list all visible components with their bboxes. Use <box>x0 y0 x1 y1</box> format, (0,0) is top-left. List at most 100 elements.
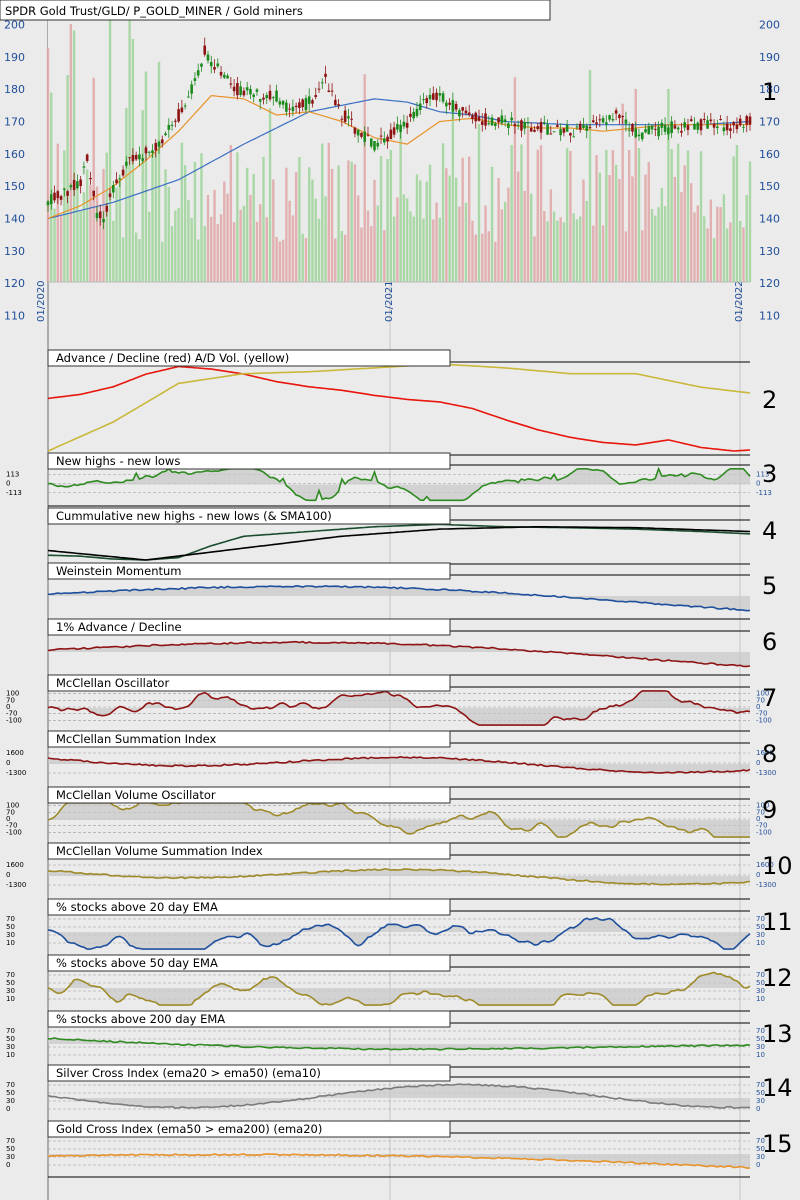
volume-bar <box>180 142 184 282</box>
panel-ytick-left: 30 <box>6 1153 15 1161</box>
volume-bar <box>219 214 223 282</box>
panel-title-box <box>47 1064 451 1082</box>
panel-ytick-right: 30 <box>756 1043 765 1051</box>
candle-body <box>307 96 311 104</box>
panel-ytick-right: 30 <box>756 1097 765 1105</box>
panel-title-box <box>47 618 451 636</box>
candle-body <box>722 127 726 132</box>
volume-bar <box>291 215 295 282</box>
panel-ytick-right: 10 <box>756 995 765 1003</box>
candle-body <box>285 102 288 112</box>
candle-body <box>271 97 275 99</box>
panel-ytick-left: 10 <box>6 1051 15 1059</box>
panel-number: 14 <box>762 1074 793 1102</box>
candle-body <box>147 151 151 153</box>
candle-body <box>725 123 729 131</box>
candle-body <box>654 128 657 130</box>
volume-bar <box>686 150 690 282</box>
candle-body <box>89 177 92 180</box>
volume-bar <box>458 206 461 282</box>
candle-body <box>454 103 458 110</box>
candle-body <box>187 96 190 98</box>
candle-body <box>314 95 318 98</box>
volume-bar <box>138 238 141 282</box>
candle-body <box>516 124 520 126</box>
panel-ytick-left: -1300 <box>6 769 26 777</box>
candle-body <box>699 119 703 131</box>
volume-bar <box>631 176 634 282</box>
candle-body <box>650 125 654 130</box>
candle-body <box>608 115 611 120</box>
volume-bar <box>245 167 249 282</box>
volume-bar <box>412 216 415 282</box>
volume-bar <box>59 215 63 282</box>
candle-body <box>193 78 197 81</box>
candle-body <box>46 201 50 206</box>
candle-body <box>115 179 118 184</box>
panel-title-box <box>47 1010 451 1028</box>
volume-bar <box>536 149 539 282</box>
volume-bar <box>141 110 144 282</box>
candle-body <box>448 102 451 105</box>
series-line <box>47 1083 751 1109</box>
candle-body <box>340 118 344 120</box>
volume-bar <box>539 145 543 282</box>
volume-bar <box>389 149 393 282</box>
candle-body <box>673 125 677 129</box>
volume-bar <box>445 168 448 282</box>
panel-ytick-right: -1300 <box>756 769 776 777</box>
volume-bar <box>115 187 118 282</box>
candle-body <box>301 99 304 108</box>
candle-body <box>520 120 523 131</box>
volume-bar <box>200 153 203 282</box>
panel-ytick-right: 0 <box>756 480 760 488</box>
candle-body <box>239 86 242 95</box>
panel-ytick-right: 0 <box>756 815 760 823</box>
candle-body <box>529 127 533 132</box>
panel-ytick-left: 100 <box>6 802 19 810</box>
candle-body <box>696 122 700 130</box>
volume-bar <box>559 217 562 282</box>
candle-body <box>291 106 295 112</box>
candle-body <box>69 185 73 188</box>
volume-bar <box>76 183 79 282</box>
candle-body <box>719 119 722 121</box>
candle-body <box>268 90 272 100</box>
panel-ytick-left: 50 <box>6 923 15 931</box>
candle-body <box>330 90 334 92</box>
panel-ytick-left: 50 <box>6 1035 15 1043</box>
indicator-panel-5: Weinstein Momentum 5 <box>47 562 777 620</box>
volume-bar <box>477 124 481 282</box>
candle-body <box>252 94 256 97</box>
price-ytick-right: 120 <box>759 277 780 290</box>
candle-body <box>523 122 527 129</box>
panel-ytick-right: 113 <box>756 470 769 478</box>
volume-bar <box>618 178 621 282</box>
panel-title: Weinstein Momentum <box>56 564 182 578</box>
candle-body <box>82 166 86 168</box>
volume-bar <box>259 204 262 282</box>
candle-body <box>503 119 507 123</box>
volume-bar <box>321 143 324 282</box>
series-line <box>47 466 751 502</box>
volume-bar <box>187 199 190 282</box>
candle-body <box>131 154 135 162</box>
candle-body <box>657 126 660 137</box>
panel-ytick-right: -100 <box>756 828 772 836</box>
volume-bar <box>667 88 670 282</box>
series-area <box>48 585 750 611</box>
price-ytick-right: 160 <box>759 148 780 161</box>
candle-body <box>716 126 719 129</box>
volume-bar <box>347 160 350 282</box>
volume-bar <box>719 207 722 282</box>
volume-bar <box>226 193 229 282</box>
candle-body <box>242 90 246 96</box>
panel-ytick-right: 70 <box>756 1137 765 1145</box>
candle-body <box>614 110 618 114</box>
candle-body <box>477 116 481 121</box>
